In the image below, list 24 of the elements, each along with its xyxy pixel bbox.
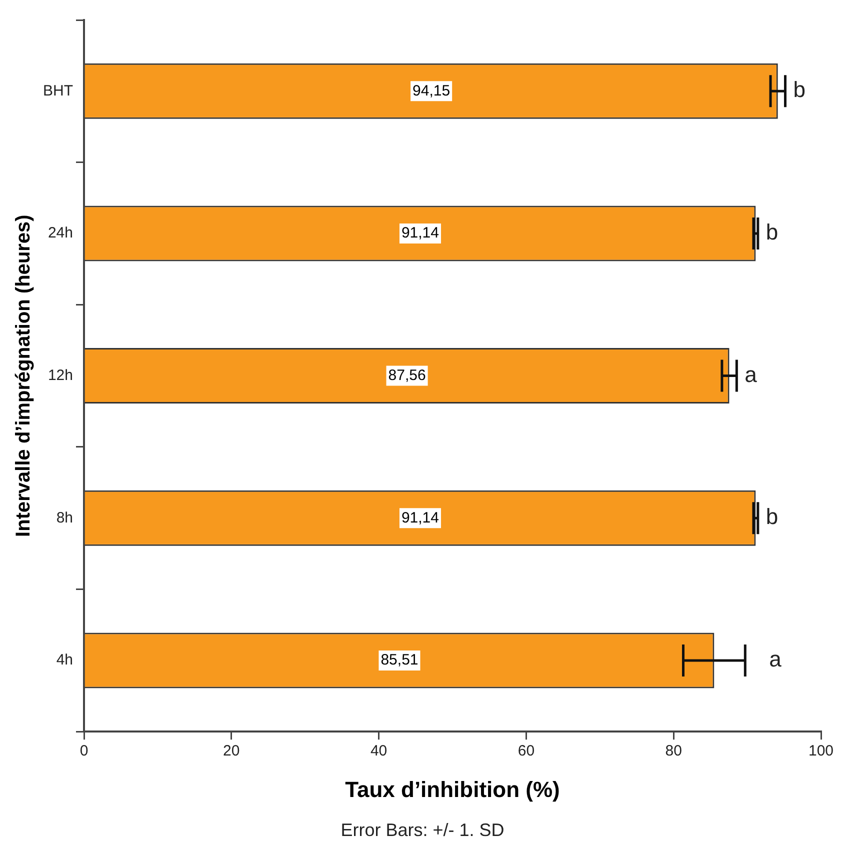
x-axis-title: Taux d’inhibition (%) bbox=[345, 776, 560, 802]
data-label: 91,14 bbox=[401, 224, 439, 242]
x-tick-label: 0 bbox=[80, 742, 88, 760]
x-tick-label: 100 bbox=[808, 742, 834, 760]
annotation: b bbox=[766, 504, 778, 530]
data-label: 94,15 bbox=[412, 82, 450, 100]
y-axis-title: Intervalle d’imprégnation (heures) bbox=[12, 214, 35, 537]
data-label: 87,56 bbox=[388, 366, 426, 384]
y-tick-label: 4h bbox=[56, 652, 73, 669]
annotation: a bbox=[744, 362, 758, 387]
y-tick-label: 8h bbox=[56, 509, 73, 526]
x-tick-label: 80 bbox=[665, 742, 682, 760]
y-tick-label: 24h bbox=[48, 224, 73, 242]
data-label: 91,14 bbox=[401, 509, 439, 526]
y-tick-label: BHT bbox=[43, 82, 73, 100]
data-label: 85,51 bbox=[380, 652, 418, 669]
x-tick-label: 20 bbox=[223, 742, 240, 760]
annotation: b bbox=[793, 77, 806, 102]
annotation: a bbox=[769, 646, 782, 672]
text: Error Bars: +/- 1. SD bbox=[340, 820, 506, 841]
x-tick-label: 40 bbox=[370, 742, 388, 760]
annotation: b bbox=[766, 220, 778, 245]
x-tick-label: 60 bbox=[518, 742, 535, 760]
y-tick-label: 12h bbox=[48, 366, 73, 384]
